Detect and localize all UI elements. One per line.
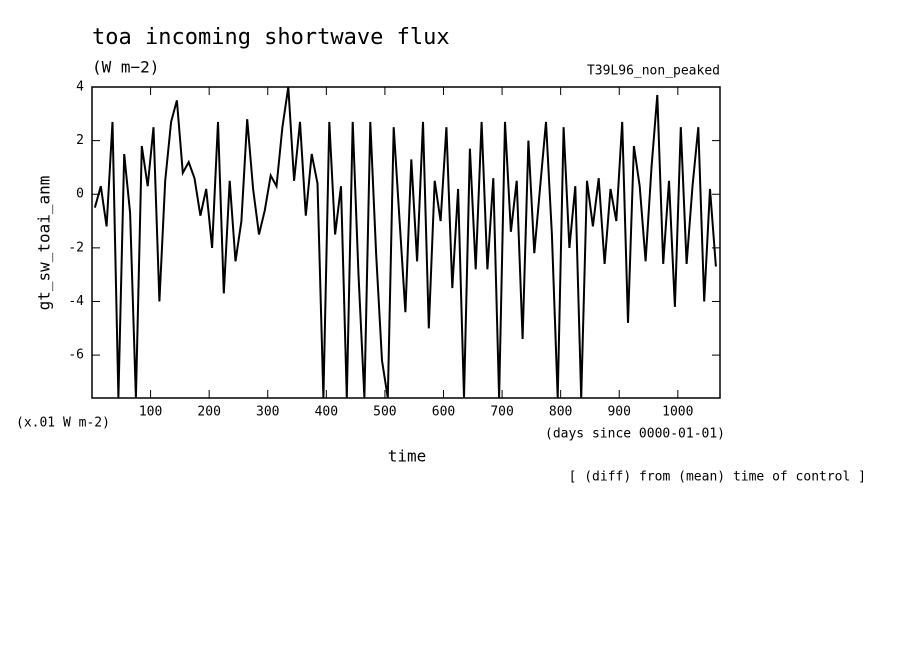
plot-frame	[91, 86, 721, 399]
y-tick-label: -4	[68, 294, 84, 309]
x-tick-label: 700	[490, 405, 513, 420]
y-tick-label: -6	[68, 348, 84, 363]
x-units: (days since 0000-01-01)	[545, 427, 725, 442]
x-tick-label: 1000	[662, 405, 693, 420]
chart-title: toa incoming shortwave flux	[92, 25, 450, 50]
x-tick-label: 200	[197, 405, 220, 420]
x-tick-label: 800	[549, 405, 572, 420]
units: (W m−2)	[92, 58, 159, 77]
y-tick-label: 0	[76, 187, 84, 202]
footnote: [ (diff) from (mean) time of control ]	[569, 470, 866, 485]
data-line	[93, 87, 717, 398]
scale-note: (x.01 W m-2)	[16, 416, 110, 431]
experiment-label: T39L96_non_peaked	[587, 64, 720, 79]
x-tick-label: 600	[432, 405, 455, 420]
x-tick-label: 300	[256, 405, 279, 420]
plot-area	[93, 87, 717, 398]
x-tick-label: 100	[139, 405, 162, 420]
y-axis-label: gt_sw_toai_anm	[35, 176, 54, 311]
y-tick-label: -2	[68, 240, 84, 255]
x-tick-label: 900	[607, 405, 630, 420]
x-tick-label: 400	[315, 405, 338, 420]
y-tick-label: 2	[76, 133, 84, 148]
x-tick-label: 500	[373, 405, 396, 420]
x-axis-label: time	[388, 447, 427, 466]
y-tick-label: 4	[76, 80, 84, 95]
